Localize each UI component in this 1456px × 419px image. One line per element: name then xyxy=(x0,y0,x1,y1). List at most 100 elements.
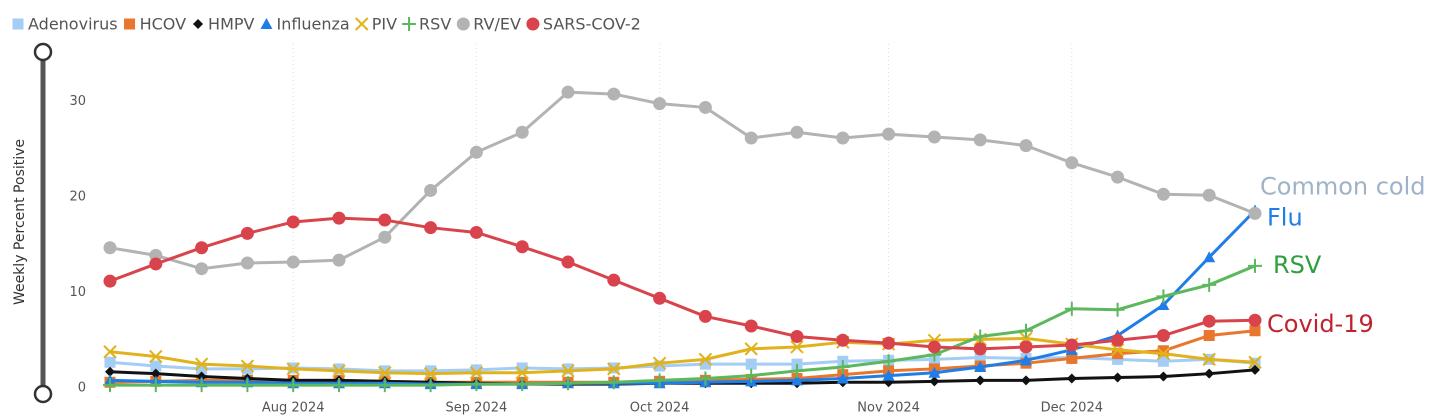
marker xyxy=(1156,187,1170,201)
marker xyxy=(698,309,712,323)
end-label: Covid-19 xyxy=(1267,310,1374,338)
series-line xyxy=(109,90,1256,271)
marker xyxy=(103,274,117,288)
marker xyxy=(882,127,896,141)
series-line xyxy=(109,216,1256,351)
marker xyxy=(1112,372,1123,383)
y-tick-label: 10 xyxy=(69,285,86,300)
marker xyxy=(882,336,896,350)
marker xyxy=(1112,353,1124,365)
end-label: Flu xyxy=(1267,204,1303,232)
marker xyxy=(835,360,850,375)
marker xyxy=(1203,251,1216,263)
marker xyxy=(1157,355,1169,367)
slider-handle[interactable] xyxy=(33,42,53,62)
marker xyxy=(561,376,575,391)
marker xyxy=(515,240,529,254)
slider-handle[interactable] xyxy=(33,384,53,404)
marker xyxy=(1019,323,1033,338)
marker xyxy=(744,131,758,145)
series-line xyxy=(110,264,1256,387)
marker xyxy=(103,378,117,393)
marker xyxy=(1112,348,1124,360)
marker xyxy=(744,368,759,383)
marker xyxy=(1021,375,1031,386)
marker xyxy=(241,363,253,375)
marker xyxy=(698,100,712,114)
marker xyxy=(561,255,575,269)
marker xyxy=(195,262,209,276)
marker xyxy=(103,345,117,359)
y-tick-label: 20 xyxy=(69,190,86,205)
marker xyxy=(698,352,713,367)
marker xyxy=(124,18,136,30)
end-label: RSV xyxy=(1273,251,1322,279)
marker xyxy=(260,18,273,29)
marker xyxy=(973,342,987,356)
x-tick-label: Dec 2024 xyxy=(1041,401,1103,416)
marker xyxy=(286,215,300,229)
y-tick-label: 30 xyxy=(69,94,86,109)
marker xyxy=(377,378,392,393)
marker xyxy=(515,377,530,392)
x-tick-label: Aug 2024 xyxy=(262,401,325,416)
legend-label: PIV xyxy=(372,15,397,34)
marker xyxy=(240,226,254,240)
marker xyxy=(150,360,162,372)
marker xyxy=(469,145,483,159)
marker xyxy=(424,183,438,197)
marker xyxy=(240,256,254,270)
marker xyxy=(1110,343,1125,357)
marker xyxy=(104,356,116,368)
end-label: Common cold xyxy=(1260,172,1426,200)
marker xyxy=(240,378,255,393)
marker xyxy=(699,358,711,370)
marker xyxy=(1248,258,1262,273)
marker xyxy=(1066,373,1077,384)
marker xyxy=(469,225,483,239)
marker xyxy=(1248,313,1262,327)
marker xyxy=(1065,338,1079,352)
marker xyxy=(1156,329,1170,343)
x-tick-label: Nov 2024 xyxy=(857,401,920,416)
marker xyxy=(515,366,529,380)
marker xyxy=(1111,333,1125,347)
marker xyxy=(332,378,346,393)
legend-label: HCOV xyxy=(140,15,187,34)
marker xyxy=(378,213,392,227)
marker xyxy=(286,378,301,393)
marker xyxy=(1202,277,1217,292)
marker xyxy=(105,366,115,377)
legend-label: HMPV xyxy=(208,15,254,34)
marker xyxy=(1249,325,1261,337)
marker xyxy=(332,364,346,378)
marker xyxy=(1158,371,1169,382)
marker xyxy=(1111,170,1125,184)
marker xyxy=(1248,355,1262,369)
legend-label: RV/EV xyxy=(473,15,521,34)
marker xyxy=(790,125,804,139)
marker xyxy=(745,358,757,370)
y-tick-label: 0 xyxy=(78,381,86,396)
marker xyxy=(149,257,163,271)
marker xyxy=(195,241,209,255)
legend: Adenovirus HCOV HMPV Influenza PIV RSV RV/EV SA… xyxy=(12,15,641,34)
marker xyxy=(929,376,940,387)
marker xyxy=(882,369,895,381)
marker xyxy=(652,356,667,370)
marker xyxy=(791,374,803,386)
marker xyxy=(1020,354,1032,366)
marker xyxy=(744,319,758,333)
marker xyxy=(103,241,117,255)
marker xyxy=(1250,364,1260,375)
marker xyxy=(194,378,209,393)
marker xyxy=(193,19,204,29)
marker xyxy=(1202,188,1216,202)
marker xyxy=(240,359,255,373)
marker xyxy=(1065,156,1079,170)
series-line xyxy=(109,329,1256,384)
marker xyxy=(653,97,667,111)
y-axis-label: Weekly Percent Positive xyxy=(12,139,28,305)
marker xyxy=(1203,330,1215,342)
marker xyxy=(1110,302,1125,317)
